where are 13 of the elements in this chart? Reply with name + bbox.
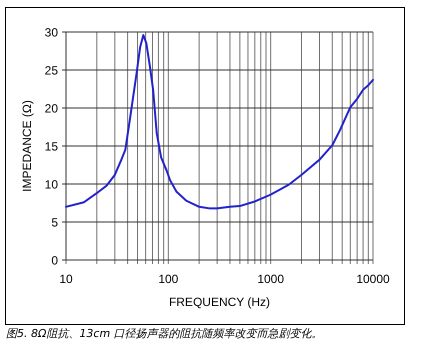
- y-tick-label: 10: [44, 178, 58, 192]
- y-axis-title: IMPEDANCE (Ω): [20, 100, 34, 192]
- y-tick-label: 5: [51, 216, 58, 230]
- y-tick-label: 25: [44, 64, 58, 78]
- x-tick-label: 10000: [356, 272, 390, 286]
- x-tick-label: 100: [158, 272, 179, 286]
- y-tick-label: 0: [51, 254, 58, 268]
- caption: 图5. 8Ω阻抗、13cm 口径扬声器的阻抗随频率改变而急剧变化。: [6, 327, 323, 340]
- x-tick-label: 1000: [257, 272, 284, 286]
- y-tick-label: 30: [44, 26, 58, 40]
- x-axis-title: FREQUENCY (Hz): [168, 295, 270, 309]
- y-tick-label: 15: [44, 140, 58, 154]
- y-tick-label: 20: [44, 102, 58, 116]
